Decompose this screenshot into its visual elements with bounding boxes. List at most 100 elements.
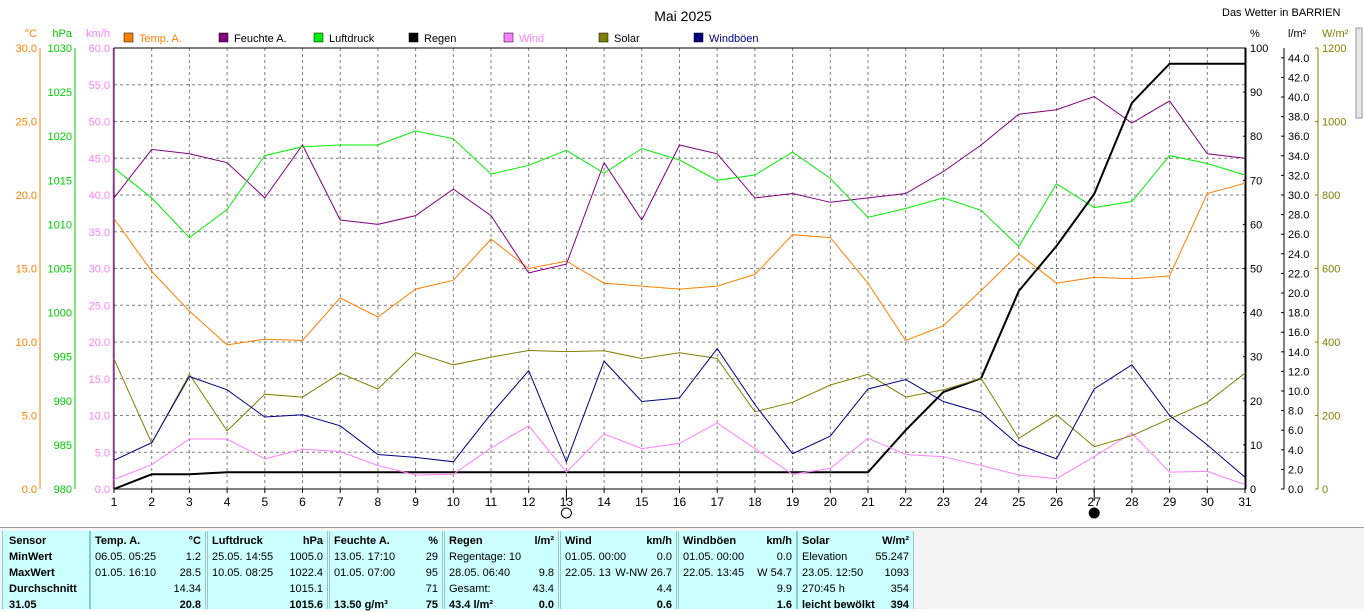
temp-row-2-value: 14.34 <box>173 583 201 595</box>
row-label-min: MinWert <box>9 551 53 563</box>
x-tick-label: 22 <box>899 495 913 509</box>
rain-title: Regen <box>449 535 483 547</box>
chart-title: Mai 2025 <box>654 8 712 24</box>
wind-unit-label: km/h <box>86 28 110 40</box>
x-tick-label: 28 <box>1125 495 1139 509</box>
temp-unit-label: °C <box>25 28 37 40</box>
solar-row-3-value: 394 <box>890 599 909 611</box>
rain-tick-label: 14.0 <box>1288 347 1309 359</box>
series-line-1 <box>113 95 1246 274</box>
rain-tick-label: 22.0 <box>1288 268 1309 280</box>
temp-title: Temp. A. <box>95 535 141 547</box>
gust-unit: km/h <box>766 535 792 547</box>
x-tick-label: 6 <box>299 495 306 509</box>
temp-tick-label: 5.0 <box>22 411 37 423</box>
panel-wind: Wind km/h 01.05. 00:00 0.0 22.05. 13 W-NW 26.… <box>560 531 677 611</box>
temp-row-1-label: 01.05. 16:10 <box>95 567 157 579</box>
wind-title: Wind <box>565 535 592 547</box>
press-row-1-label: 10.05. 08:25 <box>212 567 274 579</box>
press-tick-label: 1025 <box>48 87 72 99</box>
rain-tick-label: 28.0 <box>1288 210 1309 222</box>
weather-chart: 1 2 3 4 5 6 7 8 9 10 11 12 13 14 15 16 17 18 19 20 21 22 23 24 2… <box>15 7 1363 519</box>
panel-hum: Feuchte A.% 13.05. 17:10 29 01.05. 07:00 95 7… <box>329 531 443 611</box>
legend-label-0: Temp. A. <box>139 33 182 45</box>
rain-unit: l/m² <box>534 535 554 547</box>
legend-swatch-4 <box>503 32 514 43</box>
rain-tick-label: 30.0 <box>1288 190 1309 202</box>
solar-tick-label: 1000 <box>1322 117 1346 129</box>
temp-tick-label: 30.0 <box>16 43 37 55</box>
wind-row-1-value: W-NW 26.7 <box>615 567 672 579</box>
legend-swatch-2 <box>313 32 324 43</box>
series-line-3 <box>113 62 1245 490</box>
wind-tick-label: 25.0 <box>89 300 110 312</box>
rain-tick-label: 24.0 <box>1288 249 1309 261</box>
temp-tick-label: 0.0 <box>22 484 37 496</box>
x-tick-label: 29 <box>1163 495 1177 509</box>
solar-row-0-value: 55.247 <box>875 551 909 563</box>
rain-tick-label: 16.0 <box>1288 327 1309 339</box>
hum-tick-label: 20 <box>1250 396 1262 408</box>
x-tick-label: 10 <box>447 495 461 509</box>
temp-tick-label: 25.0 <box>16 117 37 129</box>
panel-solar: Solar W/m² Elevation 55.247 23.05. 12:50 1093… <box>797 531 914 611</box>
gust-row-3-value: 1.6 <box>776 599 792 611</box>
legend-label-6: Windböen <box>709 33 759 45</box>
press-unit-label: hPa <box>52 28 72 40</box>
x-tick-label: 1 <box>111 495 118 509</box>
gust-title: Windböen <box>683 535 737 547</box>
wind-row-1-label: 22.05. 13 <box>565 567 611 579</box>
solar-row-0-label: Elevation <box>802 551 848 563</box>
press-tick-label: 995 <box>54 352 72 364</box>
rain-row-2-value: 43.4 <box>532 583 554 595</box>
press-row-2-value: 1015.1 <box>289 583 323 595</box>
hum-row-3-label: 13.50 g/m³ <box>334 599 388 611</box>
legend-swatch-3 <box>408 32 419 43</box>
wind-row-0-label: 01.05. 00:00 <box>565 551 627 563</box>
press-unit: hPa <box>302 535 323 547</box>
gust-row-2-value: 9.9 <box>776 583 792 595</box>
press-tick-label: 990 <box>54 396 72 408</box>
x-tick-label: 21 <box>861 495 875 509</box>
solar-row-2-label: 270:45 h <box>802 583 845 595</box>
x-tick-label: 11 <box>485 495 498 509</box>
rain-tick-label: 10.0 <box>1288 386 1309 398</box>
wind-tick-label: 20.0 <box>89 337 110 349</box>
row-label-avg: Durchschnitt <box>9 583 77 595</box>
rain-tick-label: 6.0 <box>1288 425 1303 437</box>
temp-row-0-value: 1.2 <box>185 551 201 563</box>
panel-labels: Sensor MinWert MaxWert Durchschnitt 31.0… <box>2 531 90 611</box>
solar-unit-label: W/m² <box>1322 28 1349 40</box>
rain-row-1-value: 9.8 <box>538 567 554 579</box>
x-tick-label: 25 <box>1012 495 1026 509</box>
press-tick-label: 1020 <box>48 131 72 143</box>
wind-tick-label: 10.0 <box>89 411 110 423</box>
wind-tick-label: 35.0 <box>89 227 110 239</box>
legend-label-2: Luftdruck <box>329 33 375 45</box>
x-tick-label: 17 <box>711 495 725 509</box>
series-line-4 <box>113 422 1246 486</box>
x-tick-label: 31 <box>1238 495 1252 509</box>
wind-tick-label: 15.0 <box>89 374 110 386</box>
gust-row-0-value: 0.0 <box>776 551 792 563</box>
hum-tick-label: 40 <box>1250 308 1262 320</box>
gust-row-1-label: 22.05. 13:45 <box>683 567 745 579</box>
solar-tick-label: 0 <box>1322 484 1328 496</box>
legend-swatch-0 <box>123 32 134 43</box>
axes: 1 2 3 4 5 6 7 8 9 10 11 12 13 14 15 16 17 18 19 20 21 22 23 24 2… <box>16 27 1363 519</box>
press-tick-label: 985 <box>54 440 72 452</box>
x-tick-label: 12 <box>522 495 536 509</box>
press-tick-label: 1030 <box>48 43 72 55</box>
panel-gust: Windböen km/h 01.05. 00:00 0.0 22.05. 13:45 W… <box>678 531 797 611</box>
rain-row-3-label: 43.4 l/m² <box>449 599 494 611</box>
wind-row-0-value: 0.0 <box>656 551 672 563</box>
press-row-1-value: 1022.4 <box>289 567 323 579</box>
right-edge-scrollbar <box>1355 27 1363 119</box>
temp-tick-label: 15.0 <box>16 264 37 276</box>
rain-tick-label: 32.0 <box>1288 170 1309 182</box>
hum-tick-label: 100 <box>1250 43 1268 55</box>
x-tick-label: 24 <box>974 495 988 509</box>
rain-row-2-label: Gesamt: <box>449 583 491 595</box>
x-tick-label: 3 <box>186 495 193 509</box>
hum-row-0-label: 13.05. 17:10 <box>334 551 396 563</box>
